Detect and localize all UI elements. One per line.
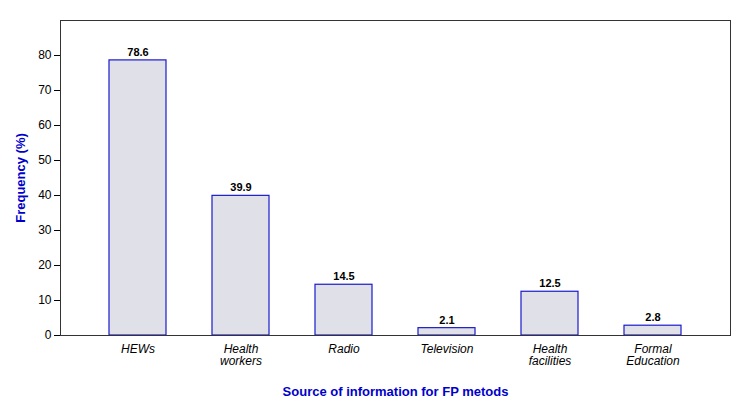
svg-text:12.5: 12.5 (539, 277, 560, 289)
svg-text:Television: Television (421, 342, 474, 356)
svg-text:Healthfacilities: Healthfacilities (529, 342, 572, 368)
svg-text:Source of information for FP m: Source of information for FP metods (283, 384, 509, 399)
svg-text:HEWs: HEWs (121, 342, 155, 356)
svg-text:80: 80 (38, 48, 52, 62)
svg-text:0: 0 (45, 328, 52, 342)
svg-text:70: 70 (38, 83, 52, 97)
svg-text:60: 60 (38, 118, 52, 132)
svg-text:Radio: Radio (328, 342, 360, 356)
svg-text:FormalEducation: FormalEducation (626, 342, 680, 368)
svg-text:30: 30 (38, 223, 52, 237)
svg-text:40: 40 (38, 188, 52, 202)
svg-text:Frequency (%): Frequency (%) (13, 133, 28, 223)
svg-text:2.1: 2.1 (439, 314, 454, 326)
svg-text:20: 20 (38, 258, 52, 272)
svg-text:39.9: 39.9 (230, 181, 251, 193)
svg-text:Healthworkers: Healthworkers (220, 342, 262, 368)
svg-text:14.5: 14.5 (333, 270, 354, 282)
svg-text:50: 50 (38, 153, 52, 167)
svg-text:78.6: 78.6 (127, 46, 148, 58)
svg-text:2.8: 2.8 (645, 311, 660, 323)
svg-text:10: 10 (38, 293, 52, 307)
